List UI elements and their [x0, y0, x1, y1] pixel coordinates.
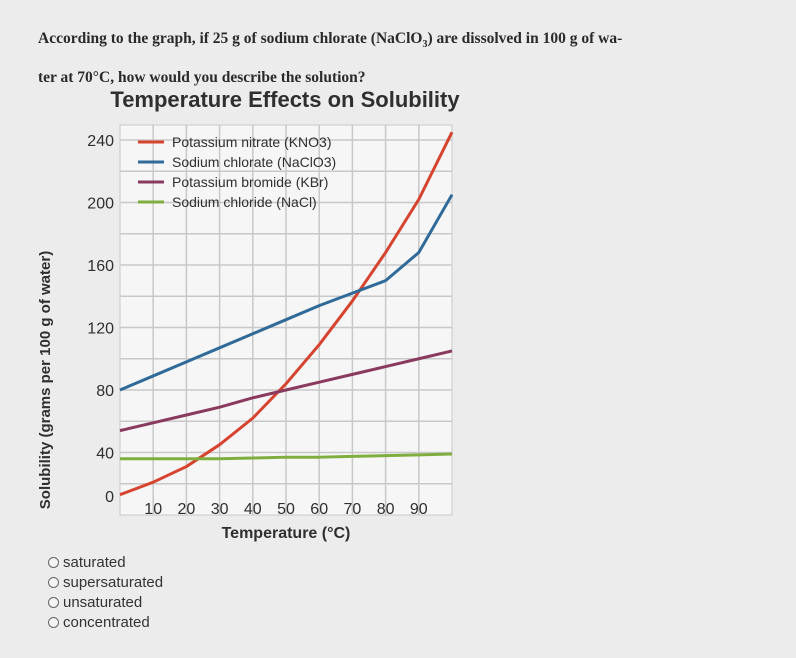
series-line-0 [119, 131, 454, 497]
x-tick-label: 90 [410, 501, 428, 518]
series-line-1 [119, 193, 454, 392]
x-tick-label: 30 [211, 501, 229, 518]
y-tick-label: 160 [87, 258, 114, 275]
answer-option-concentrated[interactable]: concentrated [48, 612, 163, 632]
y-tick-label: 80 [96, 383, 114, 400]
y-axis-label: Solubility (grams per 100 g of water) [37, 251, 54, 509]
y-tick-label: 240 [87, 133, 114, 150]
solubility-chart: Temperature Effects on Solubility Tempera… [37, 87, 460, 542]
question-line-1: According to the graph, if 25 g of sodiu… [38, 30, 623, 51]
radio-button[interactable] [48, 616, 59, 628]
x-tick-label: 40 [244, 501, 262, 518]
x-tick-label: 60 [310, 501, 328, 518]
y-tick-label: 0 [105, 489, 114, 506]
question-line-2: ter at 70°C, how would you describe the … [38, 69, 366, 87]
question-text: According to the graph, if 25 g of sodiu… [38, 22, 786, 94]
x-tick-label: 20 [178, 501, 196, 518]
answer-option-label: concentrated [63, 613, 150, 631]
radio-button[interactable] [48, 576, 59, 588]
x-tick-label: 80 [377, 501, 395, 518]
series-line-3 [120, 452, 453, 461]
answer-option-label: saturated [63, 553, 126, 571]
chart-title: Temperature Effects on Solubility [110, 87, 460, 112]
answer-option-saturated[interactable]: saturated [48, 552, 163, 572]
answer-option-label: supersaturated [63, 573, 164, 591]
y-tick-label: 120 [87, 321, 114, 338]
x-tick-label: 70 [344, 501, 362, 518]
legend-label-2: Potassium bromide (KBr) [172, 174, 328, 190]
series-line-2 [119, 349, 453, 433]
y-tick-label: 200 [87, 196, 114, 213]
answer-option-supersaturated[interactable]: supersaturated [48, 572, 163, 592]
radio-button[interactable] [48, 556, 59, 568]
answer-option-label: unsaturated [63, 593, 143, 611]
answer-options: saturated supersaturated unsaturated concen… [48, 552, 163, 632]
legend-label-3: Sodium chloride (NaCl) [172, 194, 317, 210]
x-tick-label: 50 [277, 501, 295, 518]
x-axis-label: Temperature (°C) [222, 525, 351, 542]
y-tick-label: 40 [96, 446, 114, 463]
radio-button[interactable] [48, 596, 59, 608]
answer-option-unsaturated[interactable]: unsaturated [48, 592, 163, 612]
x-tick-label: 10 [144, 501, 162, 518]
legend-label-1: Sodium chlorate (NaClO3) [172, 154, 336, 170]
legend-label-0: Potassium nitrate (KNO3) [172, 134, 332, 150]
